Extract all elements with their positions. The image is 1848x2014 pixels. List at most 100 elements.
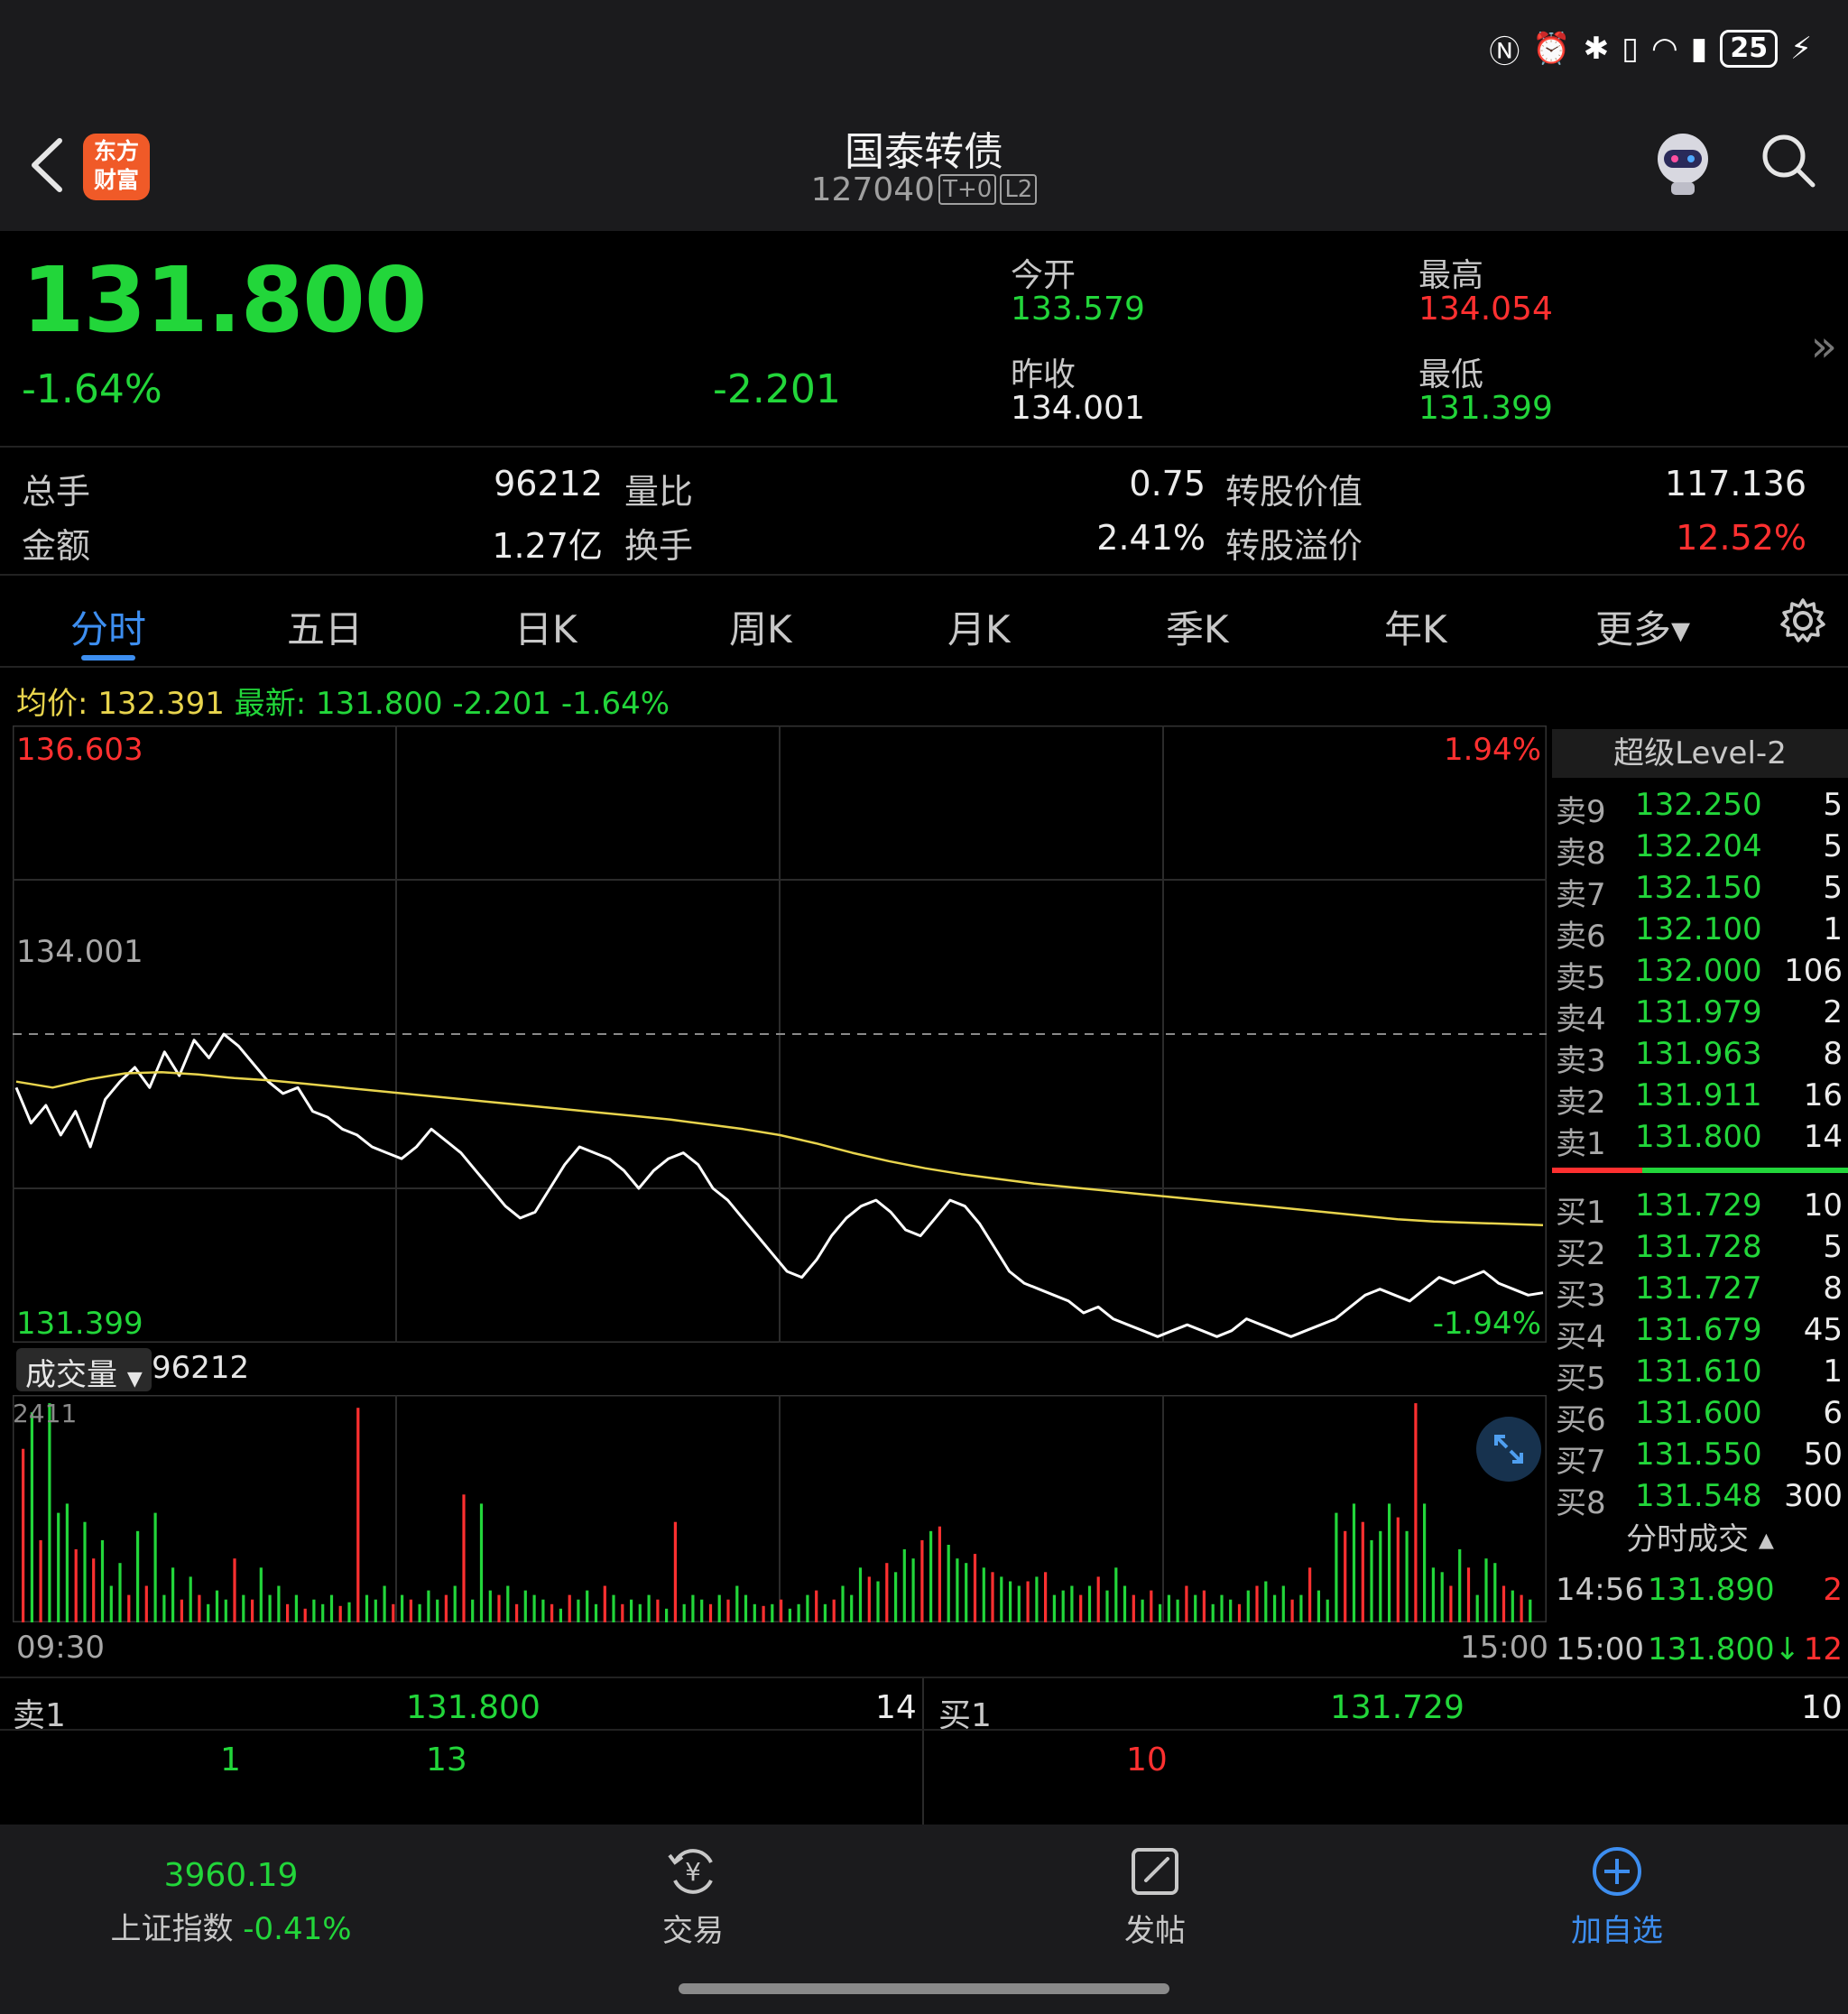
tab-daily-k[interactable]: 日K [514, 607, 578, 651]
trade-button[interactable]: ¥ 交易 [603, 1843, 783, 1950]
expand-chart-button[interactable] [1476, 1417, 1541, 1482]
volume-bar [83, 1521, 87, 1622]
home-indicator[interactable] [679, 1983, 1169, 1994]
ask-row[interactable]: 卖6 132.100 1 [1552, 911, 1848, 955]
bid-row[interactable]: 买5 131.610 1 [1552, 1353, 1848, 1397]
volume-bar [383, 1585, 386, 1622]
volume-bar [1440, 1572, 1444, 1622]
index-value[interactable]: 3960.19 [163, 1857, 299, 1894]
volume-bar [1114, 1567, 1118, 1622]
volume-bar [594, 1603, 598, 1622]
volume-bar [691, 1594, 695, 1622]
index-ticker[interactable]: 上证指数 -0.41% [0, 1904, 462, 1948]
security-code-text: 127040 [810, 171, 936, 208]
back-icon[interactable] [25, 134, 69, 197]
low-value: 131.399 [1418, 390, 1553, 427]
ask-row[interactable]: 卖2 131.911 16 [1552, 1077, 1848, 1121]
tab-quarterly-k[interactable]: 季K [1166, 607, 1229, 651]
tab-more[interactable]: 更多▾ [1595, 607, 1691, 651]
volume-chart[interactable]: 2411 [13, 1395, 1547, 1622]
volume-bar [453, 1585, 457, 1622]
tab-weekly-k[interactable]: 周K [729, 607, 792, 651]
bid-row[interactable]: 买2 131.728 5 [1552, 1229, 1848, 1272]
post-button[interactable]: 发帖 [1065, 1843, 1245, 1950]
tab-monthly-k[interactable]: 月K [947, 607, 1011, 651]
bid-qty: 50 [1803, 1437, 1843, 1473]
bid-label: 买8 [1556, 1485, 1606, 1521]
ask-row[interactable]: 卖8 132.204 5 [1552, 828, 1848, 872]
conv-premium-label: 转股溢价 [1225, 526, 1363, 566]
stats-panel: 总手 96212 金额 1.27亿 量比 0.75 换手 2.41% 转股价值 … [0, 449, 1848, 576]
volume-bar [153, 1512, 157, 1622]
volume-bar [286, 1603, 290, 1622]
chevron-right-icon[interactable]: » [1810, 321, 1837, 372]
queue-bid-label: 买1 [938, 1697, 992, 1734]
queue-ask-order: 1 [220, 1741, 241, 1778]
volume-bar [479, 1503, 484, 1622]
intraday-price-chart[interactable]: 136.603 1.94% 134.001 131.399 -1.94% [13, 725, 1547, 1343]
volume-bar [233, 1558, 236, 1622]
volume-bar [876, 1581, 880, 1622]
queue-bid-price: 131.729 [1330, 1689, 1465, 1726]
bid-row[interactable]: 买3 131.727 8 [1552, 1270, 1848, 1314]
bid-row[interactable]: 买6 131.600 6 [1552, 1395, 1848, 1438]
ask-row[interactable]: 卖1 131.800 14 [1552, 1119, 1848, 1162]
volume-bar [965, 1563, 968, 1622]
ask-row[interactable]: 卖9 132.250 5 [1552, 787, 1848, 830]
bid-row[interactable]: 买4 131.679 45 [1552, 1312, 1848, 1355]
tab-five-day[interactable]: 五日 [287, 607, 364, 651]
volume-bar [815, 1590, 818, 1622]
volume-bar [1211, 1603, 1215, 1622]
volume-bar [1344, 1530, 1347, 1622]
volume-bar [523, 1590, 527, 1622]
index-name: 上证指数 [110, 1911, 234, 1947]
volume-bar [973, 1554, 977, 1622]
gear-icon[interactable] [1778, 596, 1828, 646]
queue-divider [922, 1678, 924, 1826]
volume-bar [127, 1594, 131, 1622]
level2-title[interactable]: 超级Level-2 [1552, 729, 1848, 778]
volume-bar [867, 1576, 871, 1622]
latest-change: -2.201 [452, 686, 552, 722]
volume-bar [1290, 1599, 1294, 1622]
tab-yearly-k[interactable]: 年K [1384, 607, 1447, 651]
bid-row[interactable]: 买1 131.729 10 [1552, 1187, 1848, 1231]
volume-bar [1458, 1549, 1462, 1622]
volume-bar [1061, 1590, 1065, 1622]
volume-bar [700, 1599, 704, 1622]
ask-price: 132.100 [1635, 911, 1762, 947]
ask-row[interactable]: 卖3 131.963 8 [1552, 1036, 1848, 1079]
search-icon[interactable] [1760, 132, 1817, 189]
queue-bid-qty: 10 [1801, 1689, 1843, 1726]
time-and-sales-toggle[interactable]: 分时成交 ▴ [1626, 1521, 1774, 1557]
ask-label: 卖2 [1556, 1085, 1606, 1121]
ask-row[interactable]: 卖4 131.979 2 [1552, 994, 1848, 1038]
app-logo[interactable]: 东方 财富 [83, 134, 150, 200]
volume-bar [207, 1603, 210, 1622]
bid-ask-ratio-bar [1552, 1168, 1848, 1173]
volume-bar [497, 1594, 501, 1622]
volume-bar [541, 1599, 545, 1622]
volume-grid [13, 1395, 1547, 1622]
add-watchlist-button[interactable]: 加自选 [1527, 1843, 1707, 1950]
order-queue: 卖1 131.800 14 买1 131.729 10 1 13 10 [0, 1677, 1848, 1826]
volume-indicator-select[interactable]: 成交量 ▼ [16, 1348, 152, 1393]
bid-qty: 1 [1823, 1353, 1843, 1390]
ask-row[interactable]: 卖5 132.000 106 [1552, 953, 1848, 996]
bid-row[interactable]: 买8 131.548 300 [1552, 1478, 1848, 1521]
volume-bar [92, 1558, 96, 1622]
ask-label: 卖1 [1556, 1126, 1606, 1162]
ask-row[interactable]: 卖7 132.150 5 [1552, 870, 1848, 913]
chevron-down-icon: ▼ [126, 1368, 143, 1390]
turnover-value: 2.41% [1096, 518, 1206, 558]
tab-intraday[interactable]: 分时 [70, 607, 147, 651]
bid-row[interactable]: 买7 131.550 50 [1552, 1437, 1848, 1480]
tick-qty: 2 [1823, 1572, 1843, 1608]
robot-assistant-icon[interactable] [1644, 123, 1722, 200]
volume-bar [735, 1585, 739, 1622]
bottom-bar: 3960.19 上证指数 -0.41% ¥ 交易 发帖 加自选 [0, 1825, 1848, 2014]
bid-price: 131.679 [1635, 1312, 1762, 1348]
ask-qty: 106 [1784, 953, 1843, 989]
volume-bar [841, 1585, 845, 1622]
volume-bar [1009, 1581, 1012, 1622]
